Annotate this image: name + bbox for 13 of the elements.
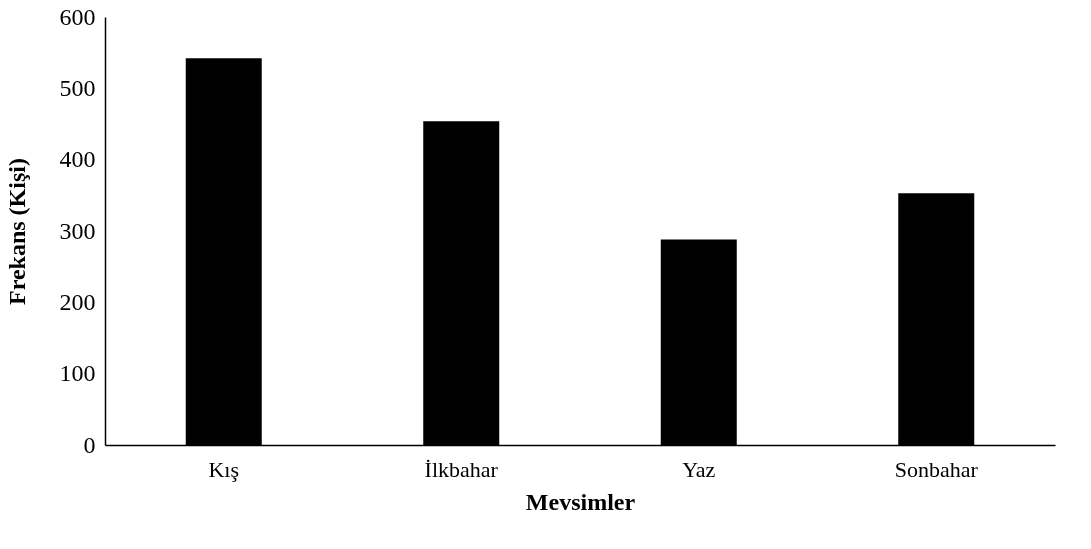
y-tick-label: 600 [59, 3, 96, 30]
x-tick-label: Sonbahar [894, 456, 979, 482]
y-tick-label: 400 [59, 146, 96, 173]
y-tick-label: 500 [59, 74, 96, 101]
y-tick-label: 200 [59, 288, 96, 315]
y-tick-label: 100 [59, 360, 96, 387]
x-tick-label: Kış [208, 456, 240, 482]
x-tick-label: İlkbahar [424, 456, 499, 482]
x-tick-label: Yaz [682, 456, 716, 482]
y-tick-label: 0 [83, 431, 96, 458]
y-axis-title: Frekans (Kişi) [3, 158, 30, 305]
x-axis-title: Mevsimler [525, 488, 636, 515]
y-tick-label: 300 [59, 217, 96, 244]
